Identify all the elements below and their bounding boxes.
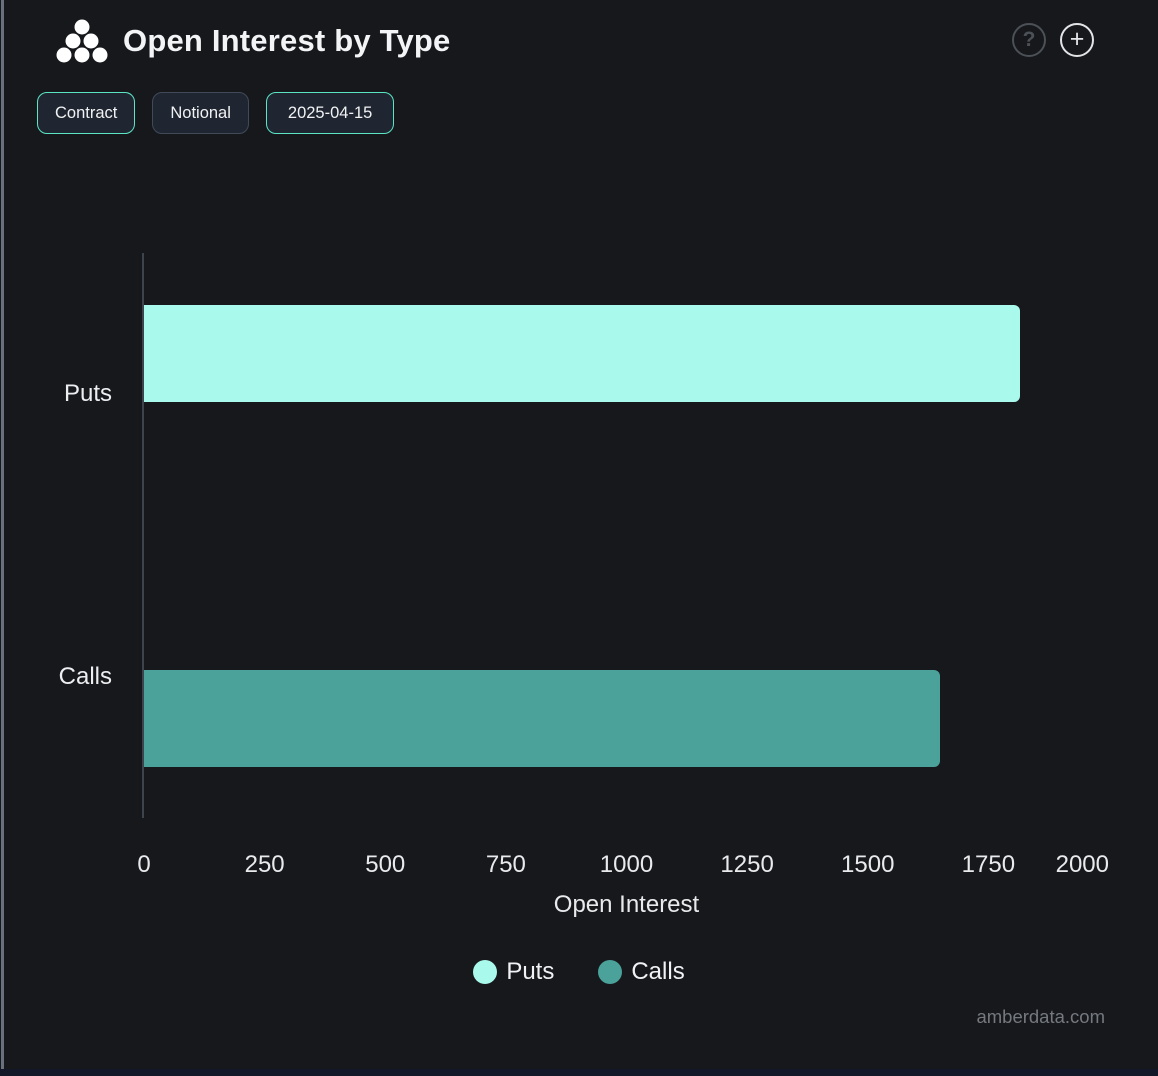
plus-icon: +: [1069, 24, 1085, 53]
chart-legend: Puts Calls: [0, 958, 1158, 986]
date-button[interactable]: 2025-04-15: [265, 92, 395, 134]
legend-item-puts[interactable]: Puts: [473, 958, 554, 986]
notional-button[interactable]: Notional: [152, 92, 249, 134]
bar-calls[interactable]: [144, 669, 941, 768]
y-axis-line: [142, 253, 144, 818]
bottom-strip: [0, 1069, 1158, 1076]
x-axis-title: Open Interest: [553, 891, 700, 918]
plot-area: [144, 253, 1109, 818]
x-tick-label: 1250: [720, 851, 774, 878]
chart-header: Open Interest by Type: [56, 18, 450, 64]
left-accent-line: [1, 0, 4, 1069]
legend-item-calls[interactable]: Calls: [598, 958, 685, 986]
add-button[interactable]: +: [1060, 23, 1094, 57]
legend-marker-icon: [473, 960, 498, 984]
x-tick-label: 250: [244, 851, 285, 878]
contract-button[interactable]: Contract: [37, 92, 136, 134]
x-tick-label: 0: [137, 851, 151, 878]
corner-icons: ? +: [1012, 23, 1094, 57]
y-axis-label-calls: Calls: [58, 662, 112, 690]
page-title: Open Interest by Type: [123, 23, 451, 58]
x-tick-label: 750: [485, 851, 526, 878]
bar-puts[interactable]: [144, 304, 1020, 403]
legend-marker-icon: [598, 960, 623, 984]
help-button[interactable]: ?: [1012, 23, 1046, 57]
y-axis-label-puts: Puts: [63, 380, 112, 408]
x-tick-label: 1750: [961, 851, 1016, 878]
x-tick-label: 2000: [1055, 851, 1109, 878]
toolbar: Contract Notional 2025-04-15: [37, 92, 395, 134]
question-icon: ?: [1022, 28, 1036, 51]
x-axis-ticks: 0 250 500 750 1000 1250 1500 1750 2000: [137, 851, 1109, 881]
y-axis-labels: Puts Calls: [0, 253, 130, 818]
x-tick-label: 500: [365, 851, 406, 878]
x-tick-label: 1500: [841, 851, 895, 878]
x-tick-label: 1000: [599, 851, 654, 878]
watermark: amberdata.com: [976, 1006, 1105, 1027]
legend-label: Calls: [631, 958, 685, 985]
legend-label: Puts: [506, 958, 555, 985]
amberdata-logo-icon: [56, 19, 108, 63]
